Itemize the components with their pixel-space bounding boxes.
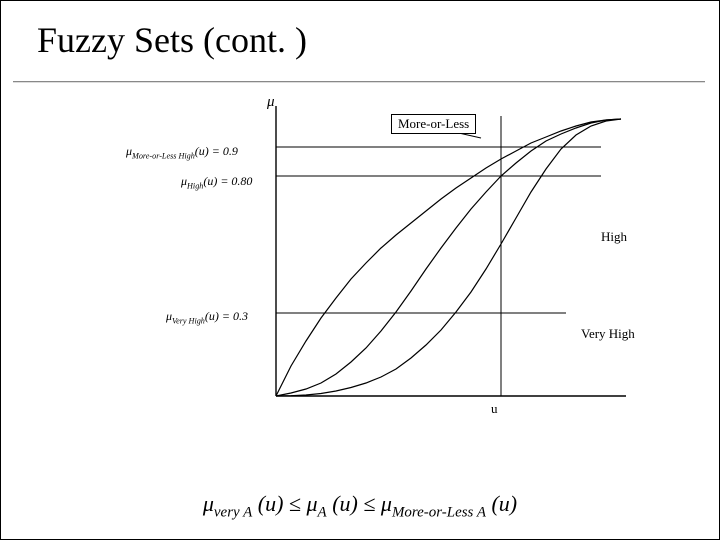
- y-axis-mu-label: μ: [267, 94, 275, 111]
- inequality: μvery A (u) ≤ μA (u) ≤ μMore-or-Less A (…: [1, 491, 719, 521]
- arg-1: (u): [258, 491, 284, 516]
- mu-symbol-2: μ: [307, 491, 318, 516]
- sub-a: A: [318, 504, 327, 520]
- hline-label-2: μVery High(u) = 0.3: [166, 309, 248, 325]
- sub-mol-a: More-or-Less A: [392, 504, 486, 520]
- curve-label-more-or-less: More-or-Less: [391, 114, 476, 134]
- page-title: Fuzzy Sets (cont. ): [37, 19, 307, 61]
- curve-label-very-high: Very High: [581, 326, 635, 342]
- title-rule: [13, 81, 705, 83]
- le-2: ≤: [363, 491, 381, 516]
- arg-2: (u): [332, 491, 358, 516]
- mu-symbol-3: μ: [381, 491, 392, 516]
- arg-3: (u): [491, 491, 517, 516]
- hline-label-0: μMore-or-Less High(u) = 0.9: [126, 144, 238, 160]
- x-axis-u-label: u: [491, 401, 498, 417]
- fuzzy-hedges-chart: μ More-or-Less High Very High u μMore-or…: [71, 96, 661, 456]
- hline-label-1: μHigh(u) = 0.80: [181, 174, 252, 190]
- sub-very-a: very A: [214, 504, 252, 520]
- curve-label-high: High: [601, 229, 627, 245]
- le-1: ≤: [289, 491, 307, 516]
- mu-symbol: μ: [203, 491, 214, 516]
